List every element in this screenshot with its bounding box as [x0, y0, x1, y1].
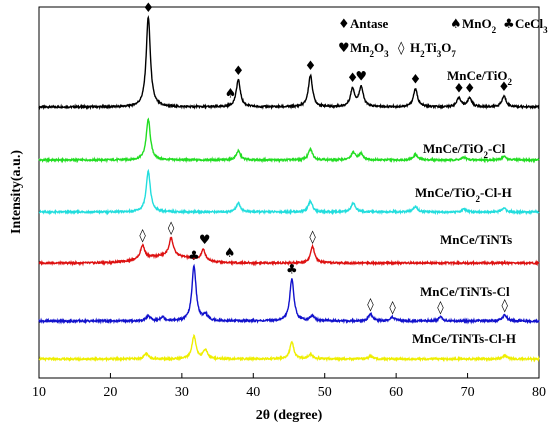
series-label-0: MnCe/TiO2 [447, 68, 512, 87]
legend-symbol-2: ♣ [503, 17, 515, 32]
series-line-4 [38, 263, 540, 325]
peak-marker-4-0: ♣ [188, 249, 200, 264]
series-label-1: MnCe/TiO2-Cl [423, 141, 506, 160]
x-tick-label-40: 40 [246, 385, 260, 400]
series-line-0 [38, 15, 540, 111]
x-tick-label-10: 10 [32, 385, 46, 400]
marker-layer: ♦♠♦ ♦♦♥ ♦♦ ♦ ♦◊ ◊♥♠◊♣♣◊ ◊ ◊ ◊ [139, 1, 509, 316]
legend-symbol-1: ♠ [450, 17, 462, 32]
series-label-2: MnCe/TiO2-Cl-H [415, 185, 512, 204]
series-line-5 [38, 333, 540, 363]
series-line-3 [38, 236, 540, 267]
peak-marker-0-0: ♦ [142, 1, 154, 16]
peak-marker-4-3: ◊ [389, 300, 396, 315]
x-axis: 10 20 30 40 50 60 70 80 [32, 373, 546, 400]
series-line-2 [38, 168, 540, 216]
y-axis-title: Intensity(a.u.) [9, 150, 24, 234]
x-tick-label-20: 20 [103, 385, 117, 400]
peak-marker-3-2: ♥ [199, 233, 211, 248]
legend-label-4: H2Ti3O7 [410, 40, 456, 59]
peak-marker-4-5: ◊ [501, 299, 508, 314]
plot-frame [38, 6, 540, 379]
series-layer [38, 15, 540, 363]
peak-marker-3-3: ♠ [224, 246, 236, 261]
series-label-5: MnCe/TiNTs-Cl-H [412, 331, 516, 346]
x-tick-label-70: 70 [461, 385, 475, 400]
legend-label-3: Mn2O3 [350, 40, 389, 59]
peak-marker-4-2: ◊ [367, 297, 374, 312]
legend-label-2: CeCl3 [515, 16, 548, 35]
peak-marker-0-2: ♦ [232, 64, 244, 79]
x-axis-title: 2θ (degree) [256, 408, 323, 423]
legend-symbol-3: ♥ [338, 41, 350, 56]
legend-symbol-4: ◊ [398, 41, 405, 56]
x-tick-label-60: 60 [389, 385, 403, 400]
peak-marker-3-0: ◊ [139, 228, 146, 243]
peak-marker-3-1: ◊ [168, 221, 175, 236]
peak-marker-0-3: ♦ [305, 59, 317, 74]
legend-label-0: Antase [350, 16, 389, 31]
peak-marker-0-4: ♦ [347, 71, 359, 86]
legend-label-1: MnO2 [462, 16, 497, 35]
peak-marker-4-1: ♣ [286, 262, 298, 277]
peak-marker-3-4: ◊ [309, 230, 316, 245]
peak-marker-0-1: ♠ [225, 86, 237, 101]
peak-marker-4-4: ◊ [437, 301, 444, 316]
peak-marker-0-9: ♦ [498, 80, 510, 95]
legend-symbol-0: ♦ [338, 17, 350, 32]
series-line-1 [38, 117, 540, 164]
x-tick-label-50: 50 [318, 385, 332, 400]
peak-marker-0-8: ♦ [464, 81, 476, 96]
peak-marker-0-7: ♦ [453, 81, 465, 96]
series-label-4: MnCe/TiNTs-Cl [420, 284, 510, 299]
peak-marker-0-5: ♥ [355, 70, 367, 85]
x-tick-label-30: 30 [175, 385, 189, 400]
series-label-3: MnCe/TiNTs [440, 232, 512, 247]
legend: ♦ Antase ♠ MnO2 ♣ CeCl3 ♥ Mn2O3 ◊ H2Ti3O7 [338, 16, 548, 59]
peak-marker-0-6: ♦ [410, 73, 422, 88]
series-labels: MnCe/TiO2 MnCe/TiO2-Cl MnCe/TiO2-Cl-H MnCe/… [412, 68, 516, 346]
x-tick-label-80: 80 [532, 385, 546, 400]
